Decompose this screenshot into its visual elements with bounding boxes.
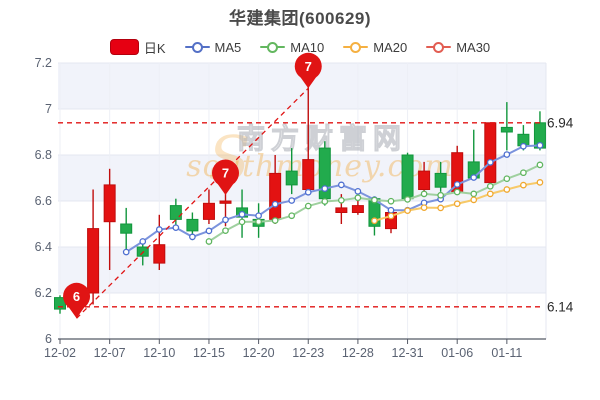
candle	[70, 299, 83, 307]
ref-line-label: 6.14	[547, 299, 574, 314]
legend-item-ma30[interactable]: MA30	[426, 40, 490, 55]
candle	[169, 198, 182, 227]
candle	[533, 111, 546, 151]
candle	[484, 122, 497, 185]
reference-lines: 6.94 6.14	[58, 115, 574, 314]
marker-pin: 7	[294, 52, 322, 89]
candle	[385, 207, 397, 234]
legend: 日K MA5 MA10 MA20 MA30	[0, 38, 600, 56]
x-axis-label: 12-28	[342, 346, 374, 360]
legend-label: MA5	[214, 39, 242, 55]
y-axis-label: 6	[45, 332, 52, 346]
kline-series	[54, 86, 546, 314]
ma5-line	[122, 141, 544, 256]
ref-line-label: 6.94	[547, 115, 574, 130]
legend-item-ma10[interactable]: MA10	[260, 40, 324, 55]
ma-line-swatch-icon	[426, 42, 452, 53]
candle	[252, 203, 265, 238]
candle	[318, 141, 331, 206]
legend-label: MA10	[290, 39, 325, 55]
x-axis-label: 12-07	[94, 346, 126, 360]
candle	[103, 168, 116, 270]
candle	[500, 102, 513, 151]
grid-bands	[58, 63, 546, 293]
candle	[120, 207, 133, 254]
candle	[269, 155, 282, 224]
legend-label: MA30	[456, 39, 491, 55]
x-axis-label: 12-20	[243, 346, 275, 360]
gridlines	[58, 62, 547, 340]
watermark-brand: 南方财富网	[237, 122, 407, 154]
candle	[202, 189, 215, 224]
candle	[451, 145, 464, 195]
marker-pin-label: 7	[222, 166, 229, 181]
legend-label: MA20	[373, 39, 408, 55]
axes: 12-02 12-07 12-10 12-15 12-20 12-23 12-28 12-31…	[35, 56, 546, 360]
ma-line-swatch-icon	[343, 42, 369, 53]
x-axis-label: 12-23	[292, 346, 324, 360]
legend-label: 日K	[143, 40, 166, 56]
ma-line-swatch-icon	[260, 42, 286, 53]
candle	[285, 148, 298, 195]
x-axis-label: 12-10	[143, 346, 175, 360]
chart-header: 华建集团(600629) 日K MA5 MA10 MA20 MA30	[0, 0, 600, 56]
marker-pin-label: 6	[73, 289, 80, 304]
x-axis-label: 12-31	[392, 346, 424, 360]
candle	[351, 201, 364, 215]
candle	[153, 214, 166, 270]
kline-swatch-icon	[109, 39, 139, 55]
legend-item-ma20[interactable]: MA20	[343, 40, 407, 55]
candle	[401, 152, 414, 201]
candle	[368, 196, 381, 236]
candle	[236, 189, 249, 238]
marker-pin: 6	[63, 282, 91, 319]
legend-item-ma5[interactable]: MA5	[184, 39, 242, 55]
candle	[87, 189, 100, 305]
candle	[186, 212, 199, 241]
x-axis-label: 01-06	[441, 346, 473, 360]
y-axis-label: 7.2	[35, 56, 52, 70]
x-axis-label: 12-15	[193, 346, 225, 360]
ma10-line	[205, 161, 544, 245]
marker-pin: 7	[212, 159, 239, 196]
candle	[302, 86, 315, 192]
page-title: 华建集团(600629)	[228, 9, 372, 28]
y-axis-label: 7	[45, 102, 52, 116]
watermark-domain: southmoney.com	[186, 149, 454, 184]
candle	[517, 125, 530, 151]
x-axis-label: 01-11	[491, 346, 522, 360]
candle	[418, 161, 431, 195]
trend-line	[76, 87, 309, 319]
y-axis-label: 6.2	[35, 286, 52, 300]
candle	[54, 295, 66, 314]
candle	[136, 242, 149, 266]
candle	[467, 129, 480, 181]
ma-line-swatch-icon	[184, 42, 210, 53]
watermark-flourish: S	[208, 122, 250, 195]
y-axis-label: 6.8	[35, 148, 52, 162]
candle	[434, 161, 447, 192]
marker-pin-label: 7	[305, 59, 312, 74]
x-axis-label: 12-02	[44, 346, 76, 360]
candle	[219, 194, 232, 227]
candle	[335, 194, 348, 224]
legend-item-日k[interactable]: 日K	[109, 38, 166, 57]
ma20-line	[371, 179, 544, 225]
y-axis-label: 6.6	[35, 194, 52, 208]
y-axis-label: 6.4	[35, 240, 52, 254]
